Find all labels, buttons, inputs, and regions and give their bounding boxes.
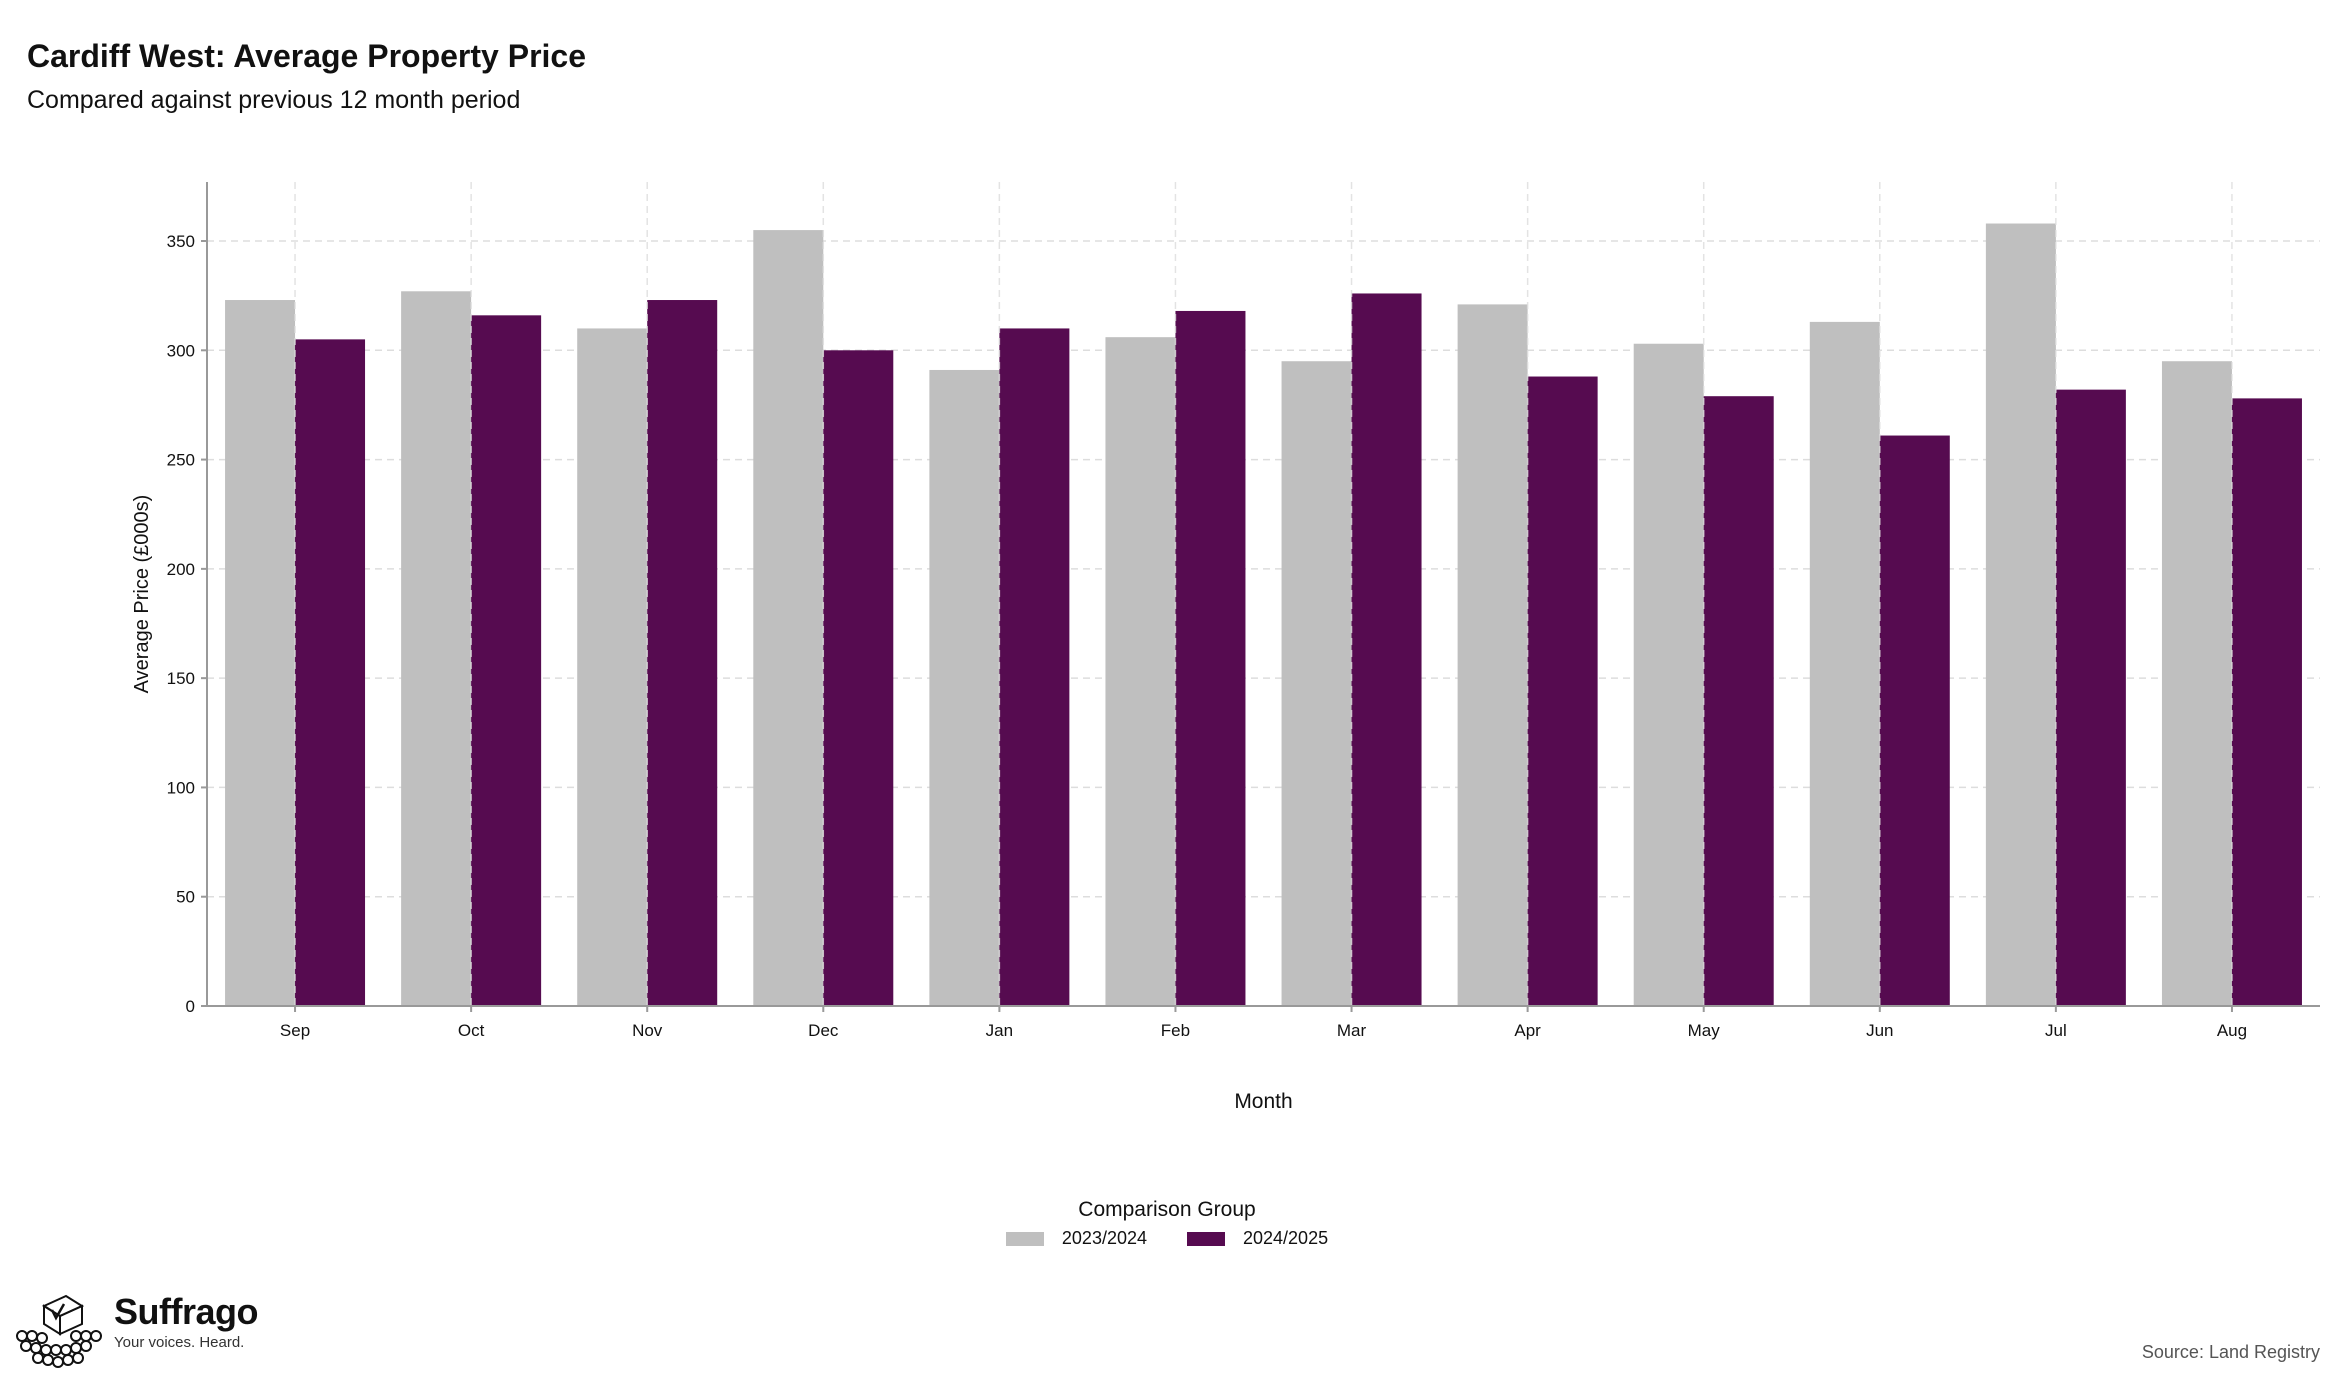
bar-2024-2025-nov bbox=[647, 300, 718, 1007]
x-tick-label: Dec bbox=[808, 1021, 839, 1040]
y-tick-label: 200 bbox=[167, 560, 195, 579]
bar-2023-2024-jul bbox=[1985, 223, 2056, 1007]
bar-2024-2025-apr bbox=[1527, 376, 1598, 1006]
y-axis-label: Average Price (£000s) bbox=[131, 495, 153, 694]
source-note: Source: Land Registry bbox=[2141, 1342, 2320, 1362]
bar-2023-2024-may bbox=[1633, 343, 1704, 1006]
x-axis-label: Month bbox=[1234, 1090, 1292, 1113]
bar-2023-2024-aug bbox=[2161, 361, 2232, 1006]
x-tick-label: Jan bbox=[986, 1021, 1013, 1040]
bar-2023-2024-sep bbox=[225, 300, 296, 1007]
legend: Comparison Group 2023/2024 2024/2025 bbox=[0, 1198, 2334, 1249]
x-tick-label: Nov bbox=[632, 1021, 663, 1040]
legend-item-2023-2024: 2023/2024 bbox=[1005, 1228, 1147, 1249]
x-tick-label: Jul bbox=[2045, 1021, 2067, 1040]
bar-2024-2025-jul bbox=[2055, 389, 2126, 1006]
bar-2024-2025-sep bbox=[295, 339, 366, 1006]
bar-2024-2025-aug bbox=[2231, 398, 2302, 1006]
y-tick-label: 100 bbox=[167, 778, 195, 797]
bar-2023-2024-oct bbox=[401, 291, 472, 1006]
bar-2023-2024-mar bbox=[1281, 361, 1352, 1006]
bar-2023-2024-nov bbox=[577, 328, 648, 1006]
legend-swatch-2023-2024 bbox=[1005, 1231, 1044, 1246]
y-tick-label: 150 bbox=[167, 669, 195, 688]
legend-item-2024-2025: 2024/2025 bbox=[1187, 1228, 1328, 1249]
x-tick-label: Feb bbox=[1161, 1021, 1190, 1040]
chart-title: Cardiff West: Average Property Price bbox=[27, 38, 586, 74]
x-tick-label: May bbox=[1688, 1021, 1721, 1040]
y-tick-label: 300 bbox=[167, 341, 195, 360]
ballot-box-icon bbox=[16, 1294, 102, 1368]
x-tick-label: Oct bbox=[458, 1021, 485, 1040]
brand-tagline: Your voices. Heard. bbox=[114, 1333, 245, 1351]
y-tick-label: 250 bbox=[167, 451, 195, 470]
brand-name: Suffrago bbox=[114, 1291, 259, 1332]
bar-2023-2024-dec bbox=[753, 230, 824, 1006]
bar-chart: 0 50 100 150 200 250 300 350 Sep Oct Nov Dec Jan Feb M… bbox=[131, 182, 2320, 1113]
bar-2024-2025-feb bbox=[1175, 310, 1246, 1006]
x-tick-label: Mar bbox=[1337, 1021, 1367, 1040]
legend-label-2024-2025: 2024/2025 bbox=[1243, 1228, 1329, 1248]
brand-logo: Suffrago Your voices. Heard. bbox=[14, 1291, 259, 1374]
bar-2024-2025-may bbox=[1703, 396, 1774, 1006]
bar-2023-2024-feb bbox=[1105, 337, 1176, 1007]
x-tick-label: Apr bbox=[1514, 1021, 1541, 1040]
legend-label-2023-2024: 2023/2024 bbox=[1061, 1228, 1147, 1248]
bar-2024-2025-jun bbox=[1879, 435, 1950, 1006]
bar-2023-2024-jan bbox=[929, 369, 1000, 1007]
bar-2024-2025-jan bbox=[999, 328, 1070, 1006]
y-tick-label: 0 bbox=[186, 997, 195, 1016]
bar-2024-2025-dec bbox=[823, 350, 894, 1006]
x-tick-label: Jun bbox=[1866, 1021, 1893, 1040]
bar-2023-2024-apr bbox=[1457, 304, 1528, 1006]
bar-2024-2025-mar bbox=[1351, 293, 1422, 1006]
x-tick-label: Aug bbox=[2217, 1021, 2247, 1040]
bar-2023-2024-jun bbox=[1809, 321, 1880, 1006]
y-tick-label: 350 bbox=[167, 232, 195, 251]
y-tick-label: 50 bbox=[176, 888, 195, 907]
chart-subtitle: Compared against previous 12 month perio… bbox=[27, 86, 521, 114]
legend-swatch-2024-2025 bbox=[1187, 1231, 1225, 1246]
bar-2024-2025-oct bbox=[471, 315, 542, 1006]
legend-title: Comparison Group bbox=[1078, 1198, 1256, 1221]
x-tick-label: Sep bbox=[280, 1021, 310, 1040]
